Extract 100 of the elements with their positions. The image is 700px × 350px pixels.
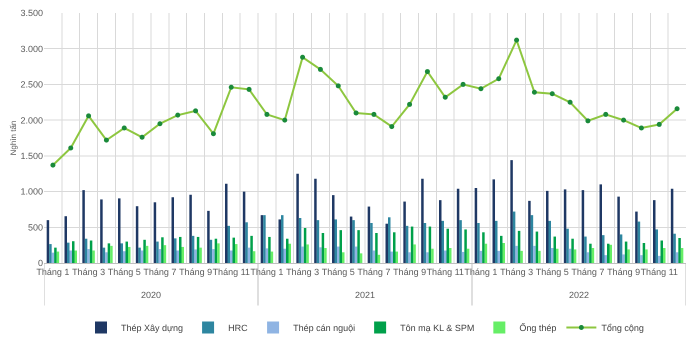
bar: [340, 230, 342, 263]
legend-label: Tôn mạ KL & SPM: [400, 323, 474, 334]
x-tick-label: Tháng 7: [571, 266, 604, 277]
bar: [146, 246, 148, 263]
bar: [90, 240, 92, 263]
bar: [495, 220, 498, 263]
x-tick-label: Tháng 5: [108, 266, 141, 277]
y-tick-label: 1.500: [20, 151, 43, 162]
bar: [582, 190, 584, 263]
bar: [248, 248, 250, 263]
legend-label: HRC: [228, 323, 248, 334]
bar: [360, 253, 362, 263]
bar: [554, 236, 556, 263]
bar: [354, 246, 358, 263]
bar: [210, 240, 212, 263]
bar: [676, 252, 678, 263]
bar: [421, 178, 424, 263]
bar: [70, 250, 72, 263]
bar: [158, 249, 162, 263]
bar: [477, 223, 480, 263]
bar: [288, 244, 291, 263]
x-tick-label: Tháng 7: [143, 266, 176, 277]
bar: [556, 248, 558, 263]
bar: [498, 250, 500, 263]
bar: [232, 238, 235, 263]
bar: [181, 246, 184, 263]
text: 2022: [569, 290, 590, 300]
bar: [46, 220, 50, 263]
bar: [660, 240, 663, 263]
bar: [270, 252, 274, 263]
bar: [548, 220, 551, 263]
bar: [296, 174, 299, 263]
bar: [484, 244, 488, 263]
bar: [439, 200, 442, 263]
bar: [298, 218, 302, 263]
bar: [301, 246, 304, 263]
bar: [444, 250, 446, 263]
x-tick-label: Tháng 1: [464, 266, 498, 277]
bar: [551, 248, 554, 263]
x-tick-label: Tháng 3: [286, 266, 320, 277]
bar: [332, 195, 335, 263]
bar: [105, 252, 108, 263]
bar: [512, 212, 516, 263]
bar: [82, 190, 85, 263]
bar: [602, 235, 604, 263]
bar: [530, 215, 534, 263]
bar: [138, 248, 141, 263]
bar: [316, 220, 320, 263]
bar: [396, 252, 398, 263]
bar: [350, 216, 352, 263]
bar: [678, 238, 681, 263]
bar: [306, 244, 309, 263]
bar: [670, 188, 674, 263]
bar: [609, 244, 612, 263]
bar: [368, 206, 370, 263]
bar: [474, 188, 478, 263]
bar: [520, 250, 523, 263]
x-tick-label: Tháng 1: [250, 266, 284, 277]
bar: [337, 246, 340, 263]
bar: [538, 250, 541, 263]
bar: [566, 228, 569, 263]
bar: [424, 223, 426, 263]
bar: [268, 236, 271, 263]
bar: [426, 252, 429, 263]
bar: [515, 246, 518, 263]
bar: [446, 228, 449, 263]
bar: [194, 249, 197, 263]
x-tick-label: Tháng 11: [426, 266, 464, 277]
bar: [624, 242, 628, 263]
text: 2021: [355, 290, 376, 300]
bar: [120, 243, 123, 263]
bar: [673, 234, 676, 263]
bar: [324, 248, 327, 263]
bar: [622, 254, 625, 263]
bar: [217, 243, 220, 263]
bar: [140, 250, 144, 263]
bar: [161, 237, 164, 263]
bar: [388, 217, 390, 263]
bar: [564, 189, 566, 263]
y-tick-label: 3.500: [20, 8, 43, 18]
bar: [52, 252, 54, 263]
bar: [640, 255, 643, 263]
bar: [284, 248, 286, 263]
bar: [235, 244, 238, 263]
bar: [87, 249, 90, 263]
x-tick-label: Tháng 5: [322, 266, 355, 277]
legend-label: Thép cán nguội: [293, 323, 356, 334]
bar: [482, 232, 485, 263]
bar: [263, 215, 266, 263]
x-tick-label: Tháng 11: [640, 266, 678, 277]
bar: [449, 248, 452, 263]
bar: [174, 238, 176, 263]
bar: [72, 241, 74, 263]
bar: [179, 236, 182, 263]
bar: [390, 252, 393, 263]
bar: [196, 236, 200, 263]
bar: [199, 248, 202, 263]
bar: [56, 252, 60, 263]
bar: [662, 248, 666, 263]
bar: [278, 219, 282, 263]
